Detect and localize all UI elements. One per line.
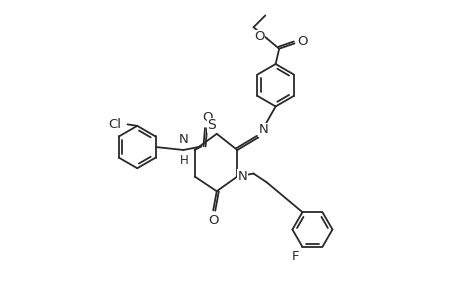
Text: O: O: [297, 35, 307, 48]
Text: N: N: [237, 170, 247, 183]
Text: O: O: [202, 111, 212, 124]
Text: F: F: [291, 250, 298, 263]
Text: N: N: [258, 123, 268, 136]
Text: H: H: [179, 154, 188, 167]
Text: O: O: [253, 30, 264, 44]
Text: O: O: [207, 214, 218, 227]
Text: Cl: Cl: [108, 118, 121, 131]
Text: S: S: [207, 118, 216, 132]
Text: N: N: [178, 133, 188, 146]
